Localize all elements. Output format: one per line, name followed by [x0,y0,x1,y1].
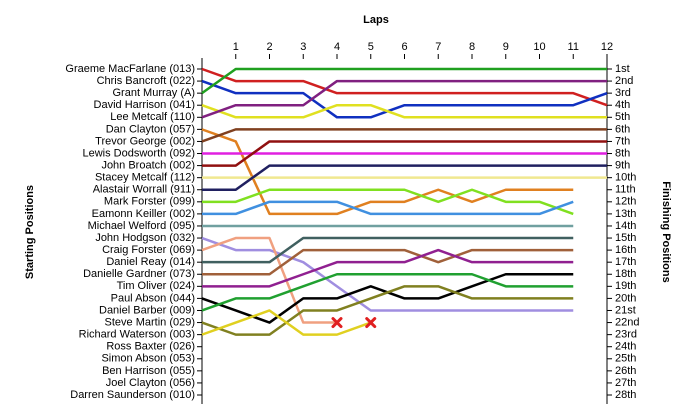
driver-line [201,79,607,119]
driver-line [201,67,607,95]
driver-label: Grant Murray (A) [112,87,195,99]
driver-label: Daniel Reay (014) [106,256,195,268]
y2-tick-label: 27th [615,377,636,389]
driver-line [201,285,574,336]
y2-tick-label: 28th [615,389,636,401]
driver-line [201,273,574,312]
driver-line [202,140,607,167]
driver-label: Steve Martin (029) [105,316,195,328]
x-tick-label: 7 [435,41,441,53]
driver-label: Graeme MacFarlane (013) [65,63,195,75]
driver-label: Stacey Metcalf (112) [95,172,195,184]
retirement-marker [365,317,377,329]
x-tick-label: 3 [300,41,306,53]
driver-label: Danielle Gardner (073) [83,268,195,280]
x-tick-label: 9 [503,41,509,53]
y2-tick-label: 16th [615,244,636,256]
driver-label: Dan Clayton (057) [106,123,195,135]
x-tick-label: 8 [469,41,475,53]
y2-tick-label: 20th [615,292,636,304]
y2-tick-label: 17th [615,256,636,268]
y2-tick-label: 10th [615,172,636,184]
y2-tick-label: 18th [615,268,636,280]
driver-line [202,164,607,191]
y2-axis-title: Finishing Positions [660,181,672,282]
driver-label: Alastair Worrall (911) [93,184,195,196]
y2-tick-label: 4th [615,99,630,111]
driver-label: Mark Forster (099) [104,196,195,208]
y2-tick-label: 6th [615,123,630,135]
y2-tick-label: 19th [615,280,636,292]
driver-label: Lee Metcalf (110) [110,111,195,123]
x-tick-label: 4 [334,41,340,53]
y2-tick-label: 2nd [615,75,633,87]
driver-label: Tim Oliver (024) [117,280,195,292]
driver-label: Joel Clayton (056) [106,377,195,389]
driver-line [201,79,608,119]
driver-label: Daniel Barber (009) [99,304,195,316]
retirement-marker [331,317,343,329]
driver-label: Paul Abson (044) [111,292,195,304]
x-tick-label: 2 [266,41,272,53]
y2-tick-label: 11th [615,184,636,196]
driver-line [202,200,574,216]
x-axis-title: Laps [363,14,389,26]
x-tick-label: 12 [601,41,613,53]
driver-line [202,236,574,264]
y2-tick-label: 15th [615,232,636,244]
y2-tick-label: 8th [615,147,630,159]
y2-tick-label: 24th [615,341,636,353]
driver-label: Richard Waterson (003) [79,329,195,341]
driver-label: John Broatch (002) [101,159,195,171]
driver-label: Ross Baxter (026) [106,341,195,353]
driver-label: Simon Abson (053) [101,353,195,365]
y2-tick-label: 12th [615,196,636,208]
driver-label: Craig Forster (069) [102,244,195,256]
y2-tick-label: 13th [615,208,636,220]
y2-tick-label: 26th [615,365,636,377]
driver-label: Trevor George (002) [95,135,195,147]
driver-line [202,248,574,276]
y2-tick-label: 21st [615,304,636,316]
driver-line [201,236,337,324]
driver-line [202,248,574,288]
driver-label: John Hodgson (032) [95,232,195,244]
y2-tick-label: 25th [615,353,636,365]
driver-line [201,103,607,119]
x-tick-label: 10 [533,41,545,53]
driver-line [201,309,372,336]
y2-tick-label: 5th [615,111,630,123]
driver-line [202,188,574,216]
y2-tick-label: 14th [615,220,636,232]
driver-label: Ben Harrison (055) [102,365,195,377]
y2-tick-label: 1st [615,63,630,75]
y2-tick-label: 3rd [615,87,631,99]
driver-line [201,67,608,107]
driver-label: Eamonn Keiller (002) [92,208,195,220]
x-tick-label: 11 [568,41,579,53]
y2-tick-label: 9th [615,159,630,171]
y2-tick-label: 23rd [615,329,637,341]
y-axis-title: Starting Positions [24,185,36,279]
x-tick-label: 1 [233,41,239,53]
y2-tick-label: 7th [615,135,630,147]
x-tick-label: 6 [401,41,407,53]
driver-label: Chris Bancroft (022) [97,75,195,87]
driver-label: Lewis Dodsworth (092) [83,147,196,159]
x-tick-label: 5 [368,41,374,53]
driver-label: Darren Saunderson (010) [70,389,195,401]
y2-tick-label: 22nd [615,316,639,328]
driver-label: Michael Welford (095) [88,220,195,232]
driver-label: David Harrison (041) [94,99,195,111]
driver-line [201,128,574,216]
driver-line [201,128,607,143]
driver-line [201,236,574,312]
